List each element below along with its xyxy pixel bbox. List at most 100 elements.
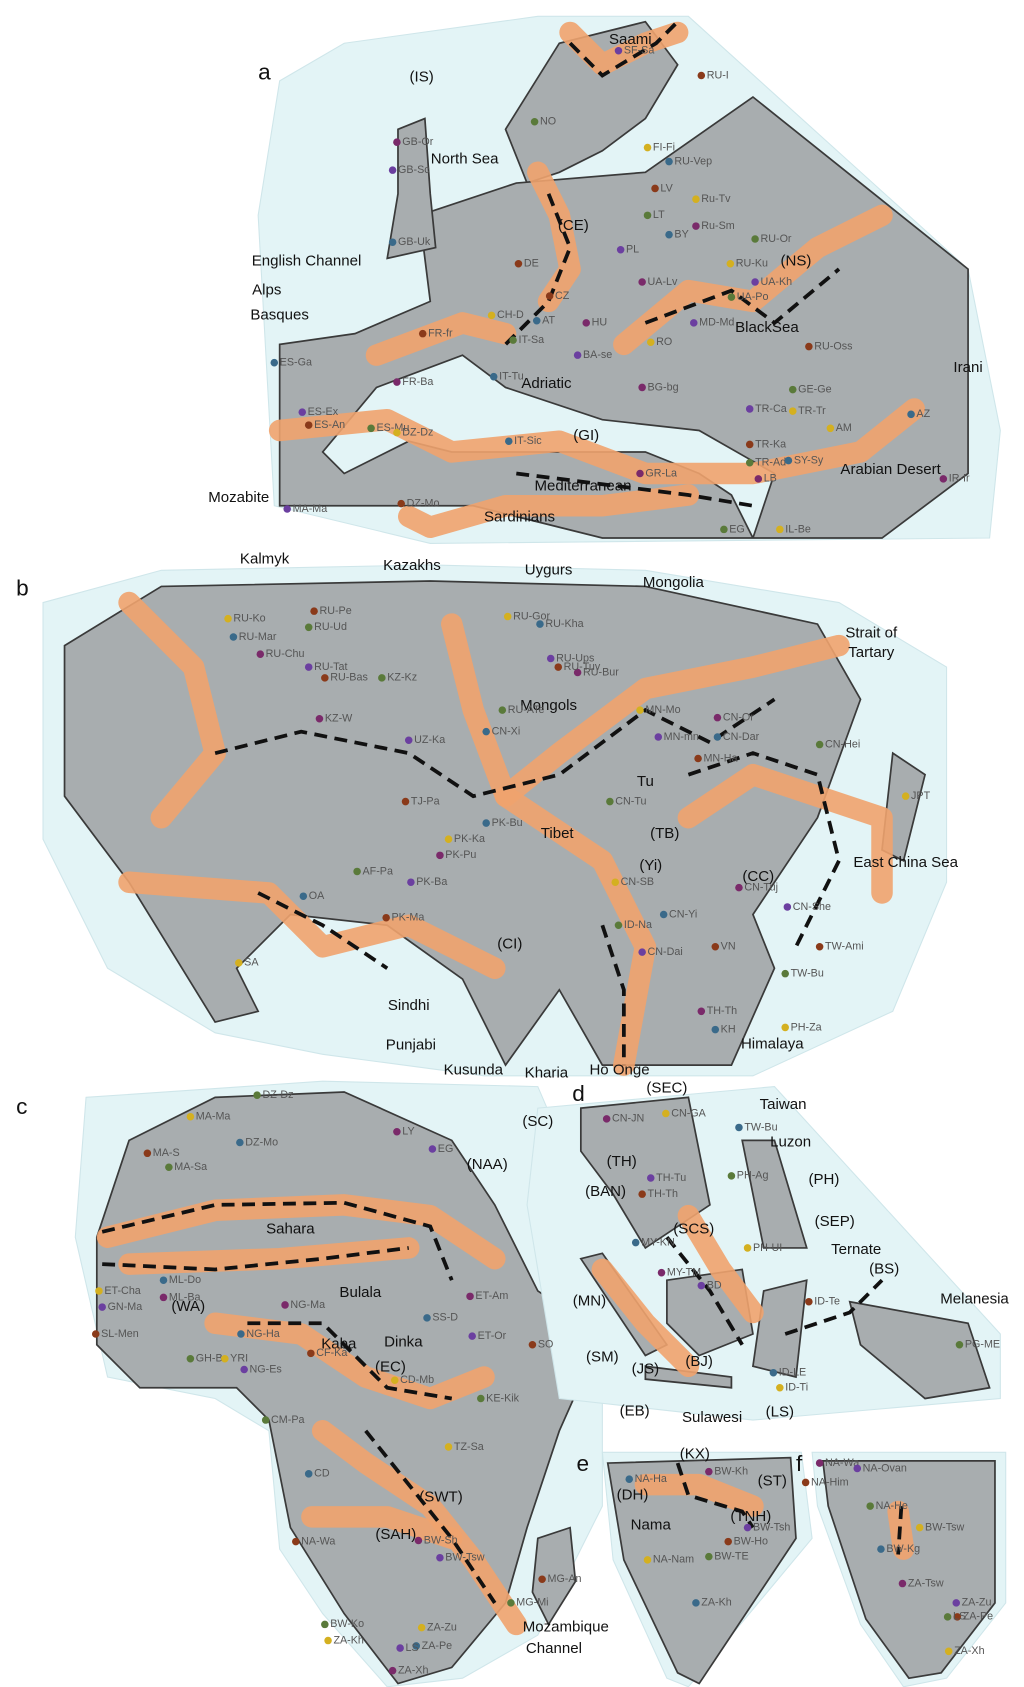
- sample-label: MG-Mi: [516, 1597, 548, 1609]
- sample-dot: [324, 1637, 332, 1645]
- sample-label: GR-La: [645, 467, 677, 479]
- sample-label: PG-ME: [965, 1339, 1000, 1351]
- sample-label: AF-Pa: [362, 865, 392, 877]
- sample-dot: [789, 407, 797, 415]
- sample-dot: [956, 1341, 964, 1349]
- sample-dot: [781, 970, 789, 978]
- sample-dot: [636, 470, 644, 478]
- sample-dot: [785, 457, 793, 465]
- sample-dot: [468, 1332, 476, 1340]
- sample-dot: [658, 1269, 666, 1277]
- region-label: (BJ): [685, 1353, 713, 1370]
- region-label: (SEP): [815, 1213, 855, 1230]
- sample-dot: [237, 1330, 245, 1338]
- sample-label: ZA-Kh: [701, 1597, 731, 1609]
- sample-dot: [482, 819, 490, 827]
- sample-dot: [714, 733, 722, 741]
- sample-dot: [816, 1459, 824, 1467]
- sample-label: KZ-W: [325, 713, 353, 725]
- region-label: Tartary: [848, 644, 894, 661]
- sample-label: BY: [674, 229, 688, 241]
- region-label: (SEC): [646, 1080, 687, 1097]
- sample-dot: [698, 72, 706, 80]
- region-label: Tu: [637, 773, 654, 790]
- sample-label: SF-Sa: [624, 45, 654, 57]
- sample-label: DZ-Mo: [407, 497, 440, 509]
- sample-label: ZA-Kh: [333, 1634, 363, 1646]
- sample-dot: [292, 1538, 300, 1546]
- sample-label: TR-Ca: [755, 403, 787, 415]
- sample-dot: [770, 1369, 778, 1377]
- sample-dot: [531, 118, 539, 126]
- sample-dot: [418, 1624, 426, 1632]
- sample-dot: [389, 166, 397, 174]
- sample-label: RU-Ud: [314, 621, 347, 633]
- sample-dot: [636, 706, 644, 714]
- sample-dot: [644, 144, 652, 152]
- region-label: (SC): [522, 1113, 553, 1130]
- sample-label: IT-Tu: [499, 371, 524, 383]
- sample-label: TR-Tr: [798, 405, 826, 417]
- sample-label: UA-Lv: [648, 276, 678, 288]
- sample-label: IT-Sic: [514, 435, 542, 447]
- sample-dot: [436, 1554, 444, 1562]
- sample-label: PH-Za: [791, 1021, 822, 1033]
- sample-dot: [632, 1239, 640, 1247]
- sample-label: TW-Bu: [791, 967, 824, 979]
- sample-dot: [160, 1294, 168, 1302]
- sample-dot: [144, 1150, 152, 1158]
- sample-dot: [712, 1026, 720, 1034]
- sample-label: RU-Kha: [545, 618, 583, 630]
- sample-dot: [321, 674, 329, 682]
- region-label: (EC): [375, 1358, 406, 1375]
- sample-label: MA-Ma: [293, 503, 328, 515]
- sample-label: Ru-Sm: [701, 220, 734, 232]
- sample-label: RU-Chu: [266, 648, 305, 660]
- sample-label: LS: [406, 1642, 419, 1654]
- sample-label: ZA-Tsw: [908, 1577, 944, 1589]
- region-label: (SM): [586, 1349, 619, 1366]
- region-label: Nama: [631, 1516, 672, 1533]
- sample-dot: [378, 674, 386, 682]
- sample-dot: [466, 1293, 474, 1301]
- sample-label: TH-Tu: [656, 1172, 686, 1184]
- region-label: English Channel: [252, 253, 362, 270]
- sample-label: CN-She: [793, 901, 831, 913]
- sample-label: BW-Tsw: [445, 1552, 484, 1564]
- sample-dot: [728, 293, 736, 301]
- sample-dot: [298, 408, 306, 416]
- region-label: (EB): [620, 1402, 650, 1419]
- sample-dot: [902, 792, 910, 800]
- sample-label: RU-Ku: [736, 258, 768, 270]
- sample-dot: [625, 1475, 633, 1483]
- region-label: Mongolia: [643, 574, 705, 591]
- sample-dot: [805, 1298, 813, 1306]
- sample-dot: [160, 1276, 168, 1284]
- sample-dot: [899, 1580, 907, 1588]
- region-label: Kusunda: [444, 1061, 504, 1078]
- sample-dot: [310, 607, 318, 615]
- sample-dot: [271, 359, 279, 367]
- sample-dot: [505, 437, 513, 445]
- region-label: Uygurs: [525, 561, 573, 578]
- sample-label: NA-Nam: [653, 1554, 694, 1566]
- region-label: (TH): [607, 1153, 637, 1170]
- sample-label: CD-Mb: [400, 1374, 434, 1386]
- region-label: Sahara: [266, 1221, 315, 1238]
- sample-dot: [638, 1190, 646, 1198]
- sample-label: IL-Be: [785, 523, 811, 535]
- sample-label: ES-Ga: [280, 357, 312, 369]
- sample-label: HU: [592, 317, 608, 329]
- region-label: Sardinians: [484, 509, 555, 526]
- sample-label: SS-D: [432, 1312, 458, 1324]
- sample-label: CN-Tuj: [744, 881, 778, 893]
- sample-dot: [509, 336, 517, 344]
- region-label: North Sea: [431, 150, 499, 167]
- sample-label: ID-Te: [814, 1296, 840, 1308]
- sample-dot: [393, 1128, 401, 1136]
- figure: a(IS)SaamiNorth Sea(CE)English ChannelAl…: [0, 0, 1024, 1687]
- sample-label: EG: [729, 523, 745, 535]
- sample-label: BW-Ho: [734, 1535, 768, 1547]
- sample-label: OA: [309, 890, 325, 902]
- sample-dot: [720, 526, 728, 534]
